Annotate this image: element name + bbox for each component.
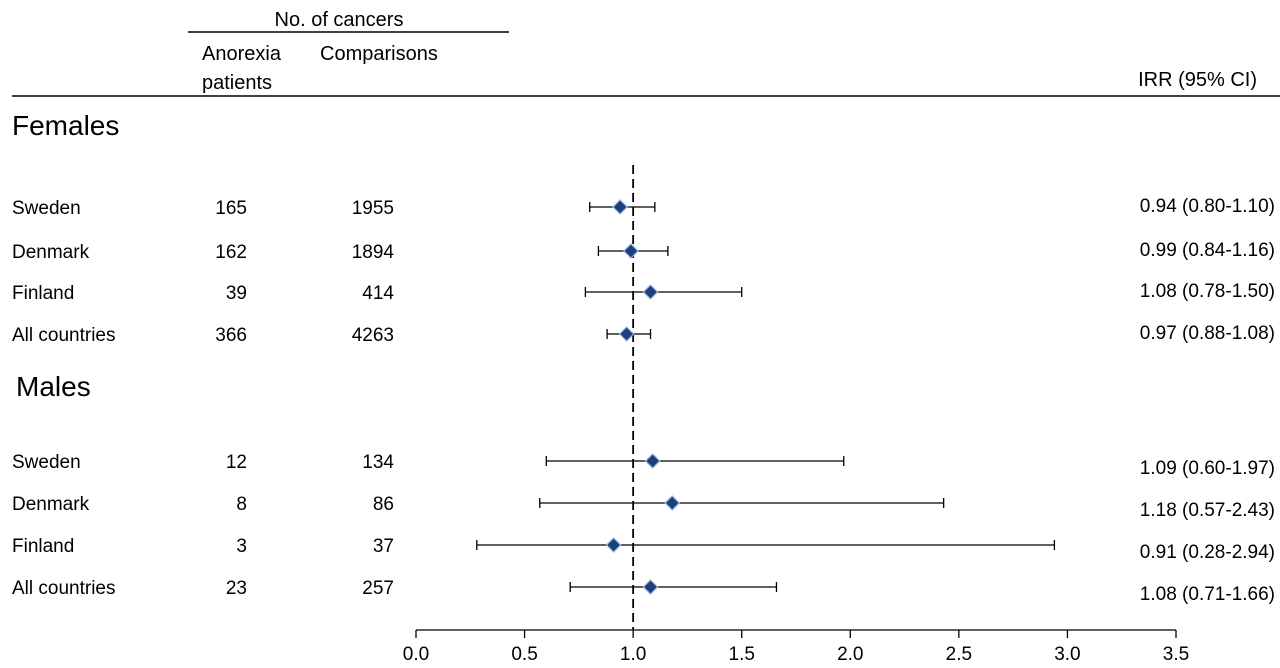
comparisons-count: 1955 [352,198,394,219]
patients-count: 366 [215,325,247,346]
irr-value: 1.18 (0.57-2.43) [1140,500,1275,521]
patients-count: 39 [226,283,247,304]
row-label: Finland [12,283,74,304]
plot-layer: Females Sweden 165 1955 0.94 (0.80-1.10) Denm… [12,110,1275,665]
irr-marker [623,243,639,259]
row-label: Sweden [12,452,81,473]
patients-count: 165 [215,198,247,219]
irr-marker [605,537,622,553]
irr-value: 0.91 (0.28-2.94) [1140,542,1275,563]
patients-count: 23 [226,578,247,599]
x-tick-label: 1.5 [729,644,755,665]
irr-marker [612,199,628,215]
irr-marker [642,284,659,300]
section-title: Females [12,110,119,141]
irr-value: 1.09 (0.60-1.97) [1140,458,1275,479]
irr-marker [618,326,635,342]
irr-marker [644,453,661,469]
row-label: All countries [12,325,116,346]
patients-count: 12 [226,452,247,473]
comparisons-count: 86 [373,494,394,515]
comparisons-count: 1894 [352,242,395,263]
irr-value: 0.97 (0.88-1.08) [1140,323,1275,344]
header-irr: IRR (95% CI) [1138,69,1257,91]
header-comparisons: Comparisons [320,43,438,65]
row-label: All countries [12,578,116,599]
irr-value: 0.94 (0.80-1.10) [1140,196,1275,217]
irr-value: 1.08 (0.71-1.66) [1140,584,1275,605]
patients-count: 162 [215,242,247,263]
header-patients-line1: Anorexia [202,43,282,65]
row-label: Finland [12,536,74,557]
irr-marker [664,495,681,511]
row-label: Sweden [12,198,81,219]
x-tick-label: 3.5 [1163,644,1189,665]
comparisons-count: 257 [362,578,394,599]
header-group-title: No. of cancers [275,9,404,31]
x-tick-label: 2.0 [837,644,863,665]
x-tick-label: 0.0 [403,644,429,665]
row-label: Denmark [12,242,90,263]
x-tick-label: 2.5 [946,644,972,665]
patients-count: 8 [236,494,247,515]
header-patients-line2: patients [202,72,272,94]
section-title: Males [16,371,91,402]
patients-count: 3 [236,536,247,557]
x-tick-label: 3.0 [1054,644,1080,665]
x-tick-label: 0.5 [511,644,537,665]
irr-marker [642,579,659,595]
comparisons-count: 4263 [352,325,394,346]
irr-value: 0.99 (0.84-1.16) [1140,240,1275,261]
comparisons-count: 414 [362,283,394,304]
comparisons-count: 134 [362,452,394,473]
irr-value: 1.08 (0.78-1.50) [1140,281,1275,302]
comparisons-count: 37 [373,536,394,557]
x-tick-label: 1.0 [620,644,646,665]
row-label: Denmark [12,494,90,515]
